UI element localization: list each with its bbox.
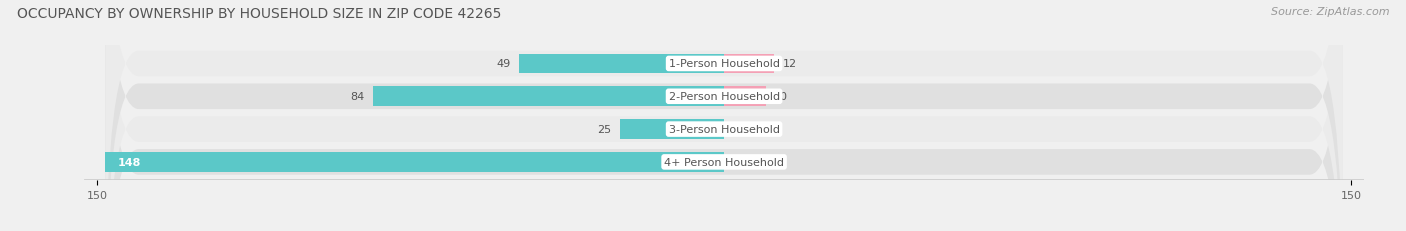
Text: 84: 84	[350, 92, 364, 102]
FancyBboxPatch shape	[105, 0, 1343, 231]
FancyBboxPatch shape	[105, 0, 1343, 231]
Text: 10: 10	[775, 92, 789, 102]
Text: 49: 49	[496, 59, 510, 69]
FancyBboxPatch shape	[105, 0, 1343, 231]
Bar	[724, 54, 775, 74]
Text: Source: ZipAtlas.com: Source: ZipAtlas.com	[1271, 7, 1389, 17]
Bar	[519, 54, 724, 74]
Bar	[105, 152, 724, 172]
FancyBboxPatch shape	[105, 0, 1343, 231]
Text: OCCUPANCY BY OWNERSHIP BY HOUSEHOLD SIZE IN ZIP CODE 42265: OCCUPANCY BY OWNERSHIP BY HOUSEHOLD SIZE…	[17, 7, 502, 21]
Text: 148: 148	[118, 157, 141, 167]
Bar	[620, 120, 724, 139]
Text: 0: 0	[733, 157, 740, 167]
Bar	[373, 87, 724, 107]
Text: 2-Person Household: 2-Person Household	[668, 92, 780, 102]
Text: 1-Person Household: 1-Person Household	[669, 59, 779, 69]
Bar	[724, 87, 766, 107]
Legend: Owner-occupied, Renter-occupied: Owner-occupied, Renter-occupied	[602, 229, 846, 231]
Text: 4+ Person Household: 4+ Person Household	[664, 157, 785, 167]
Text: 3-Person Household: 3-Person Household	[669, 125, 779, 134]
Text: 12: 12	[783, 59, 797, 69]
Text: 25: 25	[598, 125, 612, 134]
Text: 0: 0	[733, 125, 740, 134]
